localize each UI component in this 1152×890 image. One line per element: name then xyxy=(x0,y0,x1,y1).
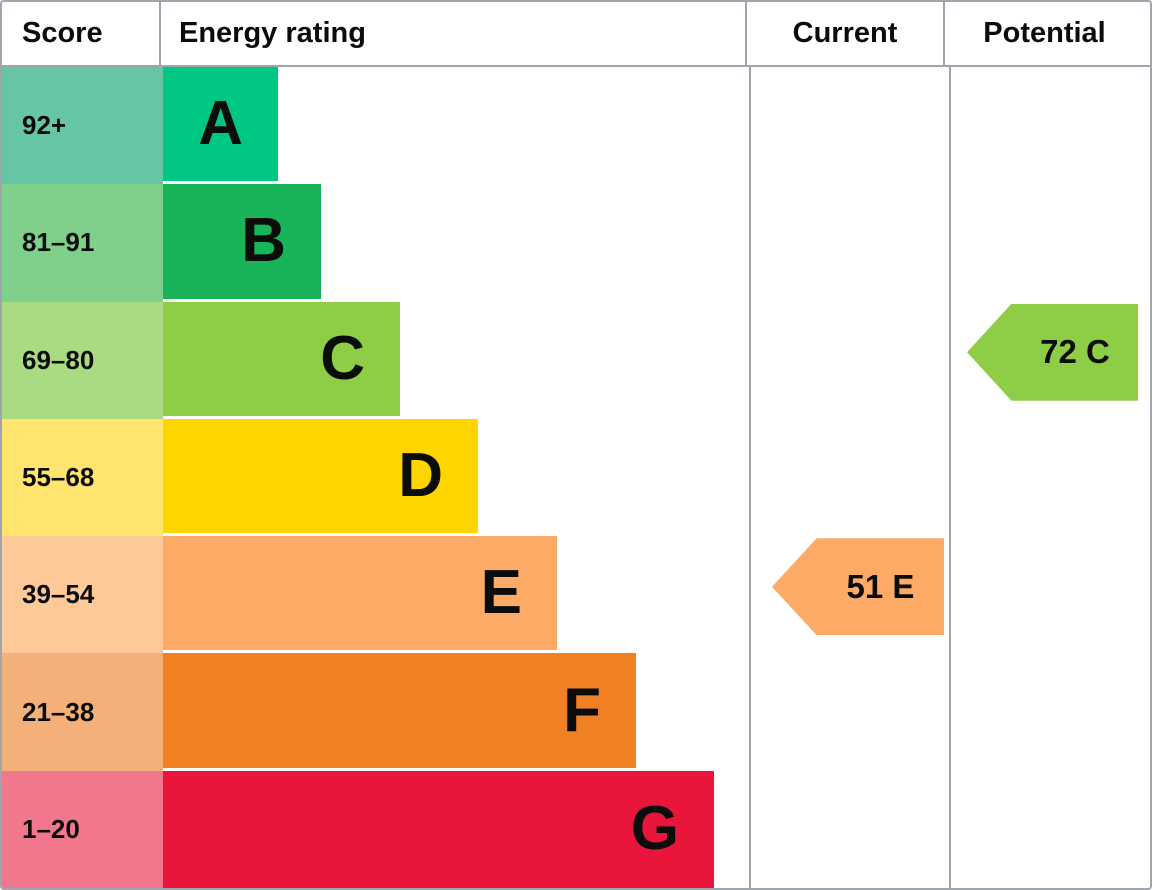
band-row: 69–80 C xyxy=(2,301,1150,419)
band-score-label: 1–20 xyxy=(22,813,80,844)
header-row: Score Energy rating Current Potential xyxy=(2,2,1150,67)
band-row: 81–91 B xyxy=(2,184,1150,302)
chart-body: 92+ A 81–91 B 69–80 C 55–68 D 39–54 E xyxy=(2,67,1150,888)
band-bar: B xyxy=(163,184,321,299)
band-bar: F xyxy=(163,653,636,768)
potential-arrow-label: 72 C xyxy=(1040,333,1110,371)
band-letter: G xyxy=(630,794,679,864)
header-energy-rating-cell: Energy rating xyxy=(161,2,747,65)
band-score-cell: 1–20 xyxy=(2,770,163,888)
band-letter: D xyxy=(398,440,443,510)
band-score-label: 21–38 xyxy=(22,696,95,727)
band-score-label: 92+ xyxy=(22,110,67,141)
column-divider-potential xyxy=(949,67,951,888)
header-potential-cell: Potential xyxy=(983,17,1106,49)
band-letter: E xyxy=(480,558,522,628)
band-row: 92+ A xyxy=(2,67,1150,185)
band-letter: A xyxy=(198,89,243,159)
band-row: 55–68 D xyxy=(2,418,1150,537)
header-score-cell: Score xyxy=(2,2,161,65)
band-score-cell: 69–80 xyxy=(2,301,163,419)
band-letter: B xyxy=(241,206,286,276)
band-letter: C xyxy=(320,323,365,393)
band-score-label: 81–91 xyxy=(22,227,95,258)
band-rows: 92+ A 81–91 B 69–80 C 55–68 D 39–54 E xyxy=(2,67,1150,888)
band-bar: G xyxy=(163,770,714,888)
band-score-cell: 55–68 xyxy=(2,418,163,537)
band-row: 21–38 F xyxy=(2,653,1150,771)
band-bar: A xyxy=(163,67,278,182)
header-current-cell: Current xyxy=(747,2,945,65)
band-letter: F xyxy=(563,675,601,745)
band-score-label: 69–80 xyxy=(22,344,95,375)
band-bar: D xyxy=(163,418,478,534)
column-divider-current xyxy=(749,67,751,888)
band-score-label: 55–68 xyxy=(22,461,95,492)
band-score-cell: 92+ xyxy=(2,67,163,185)
band-score-cell: 21–38 xyxy=(2,653,163,771)
current-arrow-label: 51 E xyxy=(846,567,915,605)
band-score-label: 39–54 xyxy=(22,579,95,610)
band-bar: C xyxy=(163,301,400,416)
band-row: 39–54 E xyxy=(2,536,1150,654)
band-score-cell: 81–91 xyxy=(2,184,163,302)
band-bar: E xyxy=(163,536,557,651)
band-score-cell: 39–54 xyxy=(2,536,163,654)
band-row: 1–20 G xyxy=(2,770,1150,888)
